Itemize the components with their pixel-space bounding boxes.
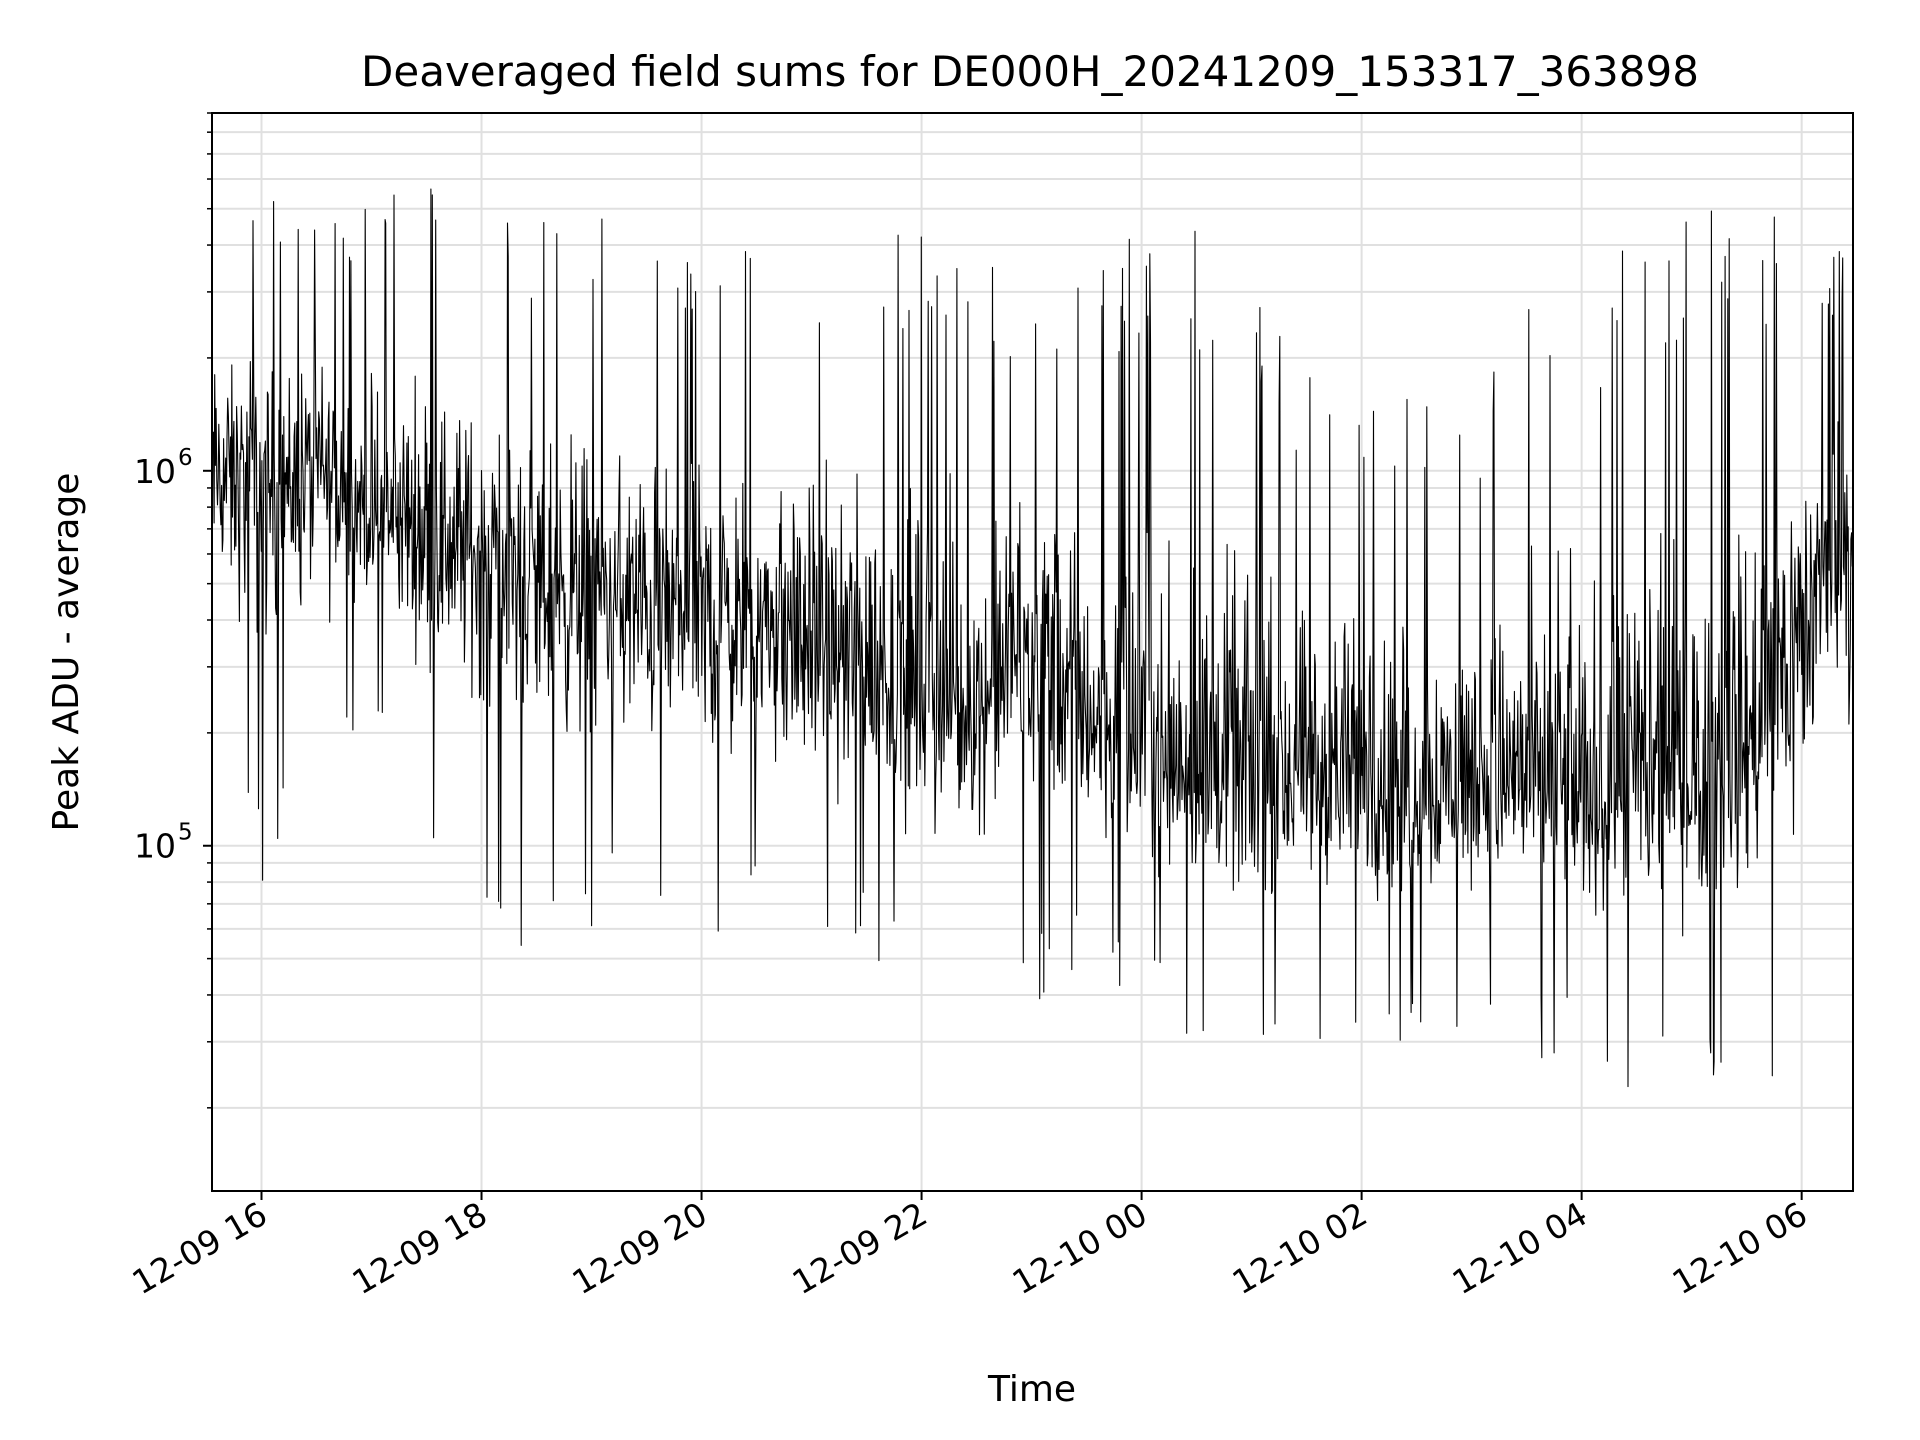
y-axis-label: Peak ADU - average [46, 473, 87, 832]
y-tick-exponent: 6 [178, 445, 193, 471]
x-axis-label: Time [987, 1369, 1076, 1410]
y-tick-label: 10 [134, 452, 176, 491]
series-line [211, 188, 1854, 1088]
y-tick-exponent: 5 [178, 820, 193, 846]
series-polyline [211, 188, 1854, 1088]
plot-frame [211, 112, 1854, 1192]
chart-title: Deaveraged field sums for DE000H_2024120… [361, 47, 1699, 96]
y-tick-label: 10 [134, 827, 176, 866]
